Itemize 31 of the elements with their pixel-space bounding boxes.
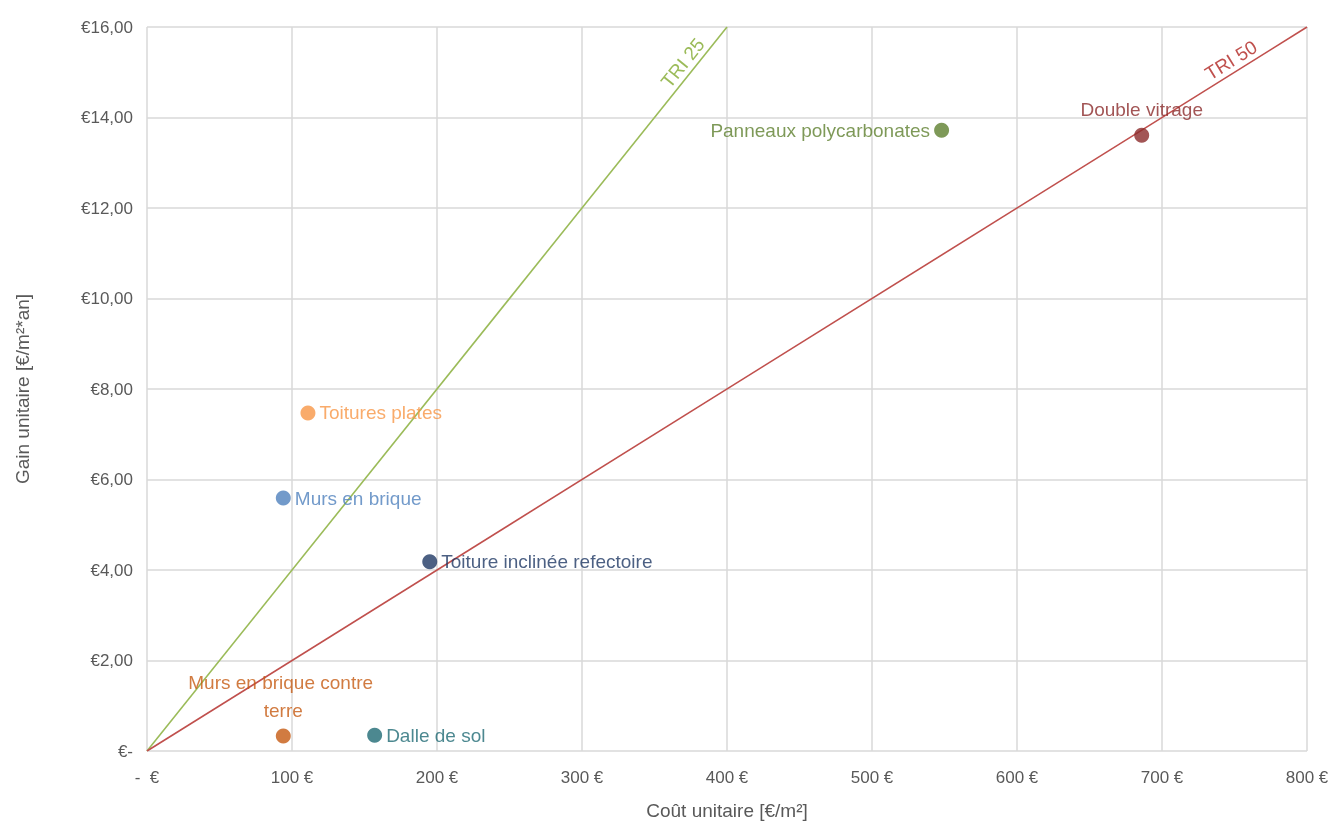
- y-tick-label: €14,00: [81, 108, 133, 127]
- x-tick-label: 500 €: [850, 768, 894, 787]
- point: [275, 728, 291, 744]
- point: [1134, 127, 1150, 143]
- x-tick-label: 100 €: [270, 768, 314, 787]
- y-tick-label: €4,00: [90, 560, 133, 580]
- y-tick-label: €10,00: [81, 289, 133, 308]
- series-label: Panneaux polycarbonates: [710, 119, 931, 141]
- point: [934, 122, 950, 138]
- x-axis-title: Coût unitaire [€/m²]: [646, 800, 808, 821]
- point: [422, 554, 438, 570]
- point: [275, 490, 291, 506]
- y-axis-title: Gain unitaire [€/m²*an]: [12, 293, 33, 485]
- point: [300, 405, 316, 421]
- text: TRI 25: [656, 34, 709, 92]
- y-tick-label: €-: [117, 741, 133, 761]
- x-tick-label: 400 €: [705, 768, 749, 787]
- x-tick-label: 800 €: [1285, 768, 1329, 787]
- y-tick-label: €6,00: [90, 470, 133, 489]
- series-label: Dalle de sol: [386, 724, 486, 746]
- y-tick-label: €2,00: [90, 651, 133, 670]
- x-tick-label: 700 €: [1140, 768, 1184, 787]
- y-tick-label: €8,00: [90, 379, 133, 399]
- x-tick-label: 600 €: [995, 768, 1039, 787]
- text: TRI 50: [1201, 36, 1261, 85]
- point: [367, 727, 383, 743]
- y-tick-label: €12,00: [81, 198, 133, 218]
- y-tick-label: €16,00: [81, 17, 133, 37]
- x-tick-label: 300 €: [560, 768, 604, 787]
- x-tick-label: 200 €: [415, 768, 459, 787]
- x-tick-label: - €: [134, 768, 160, 787]
